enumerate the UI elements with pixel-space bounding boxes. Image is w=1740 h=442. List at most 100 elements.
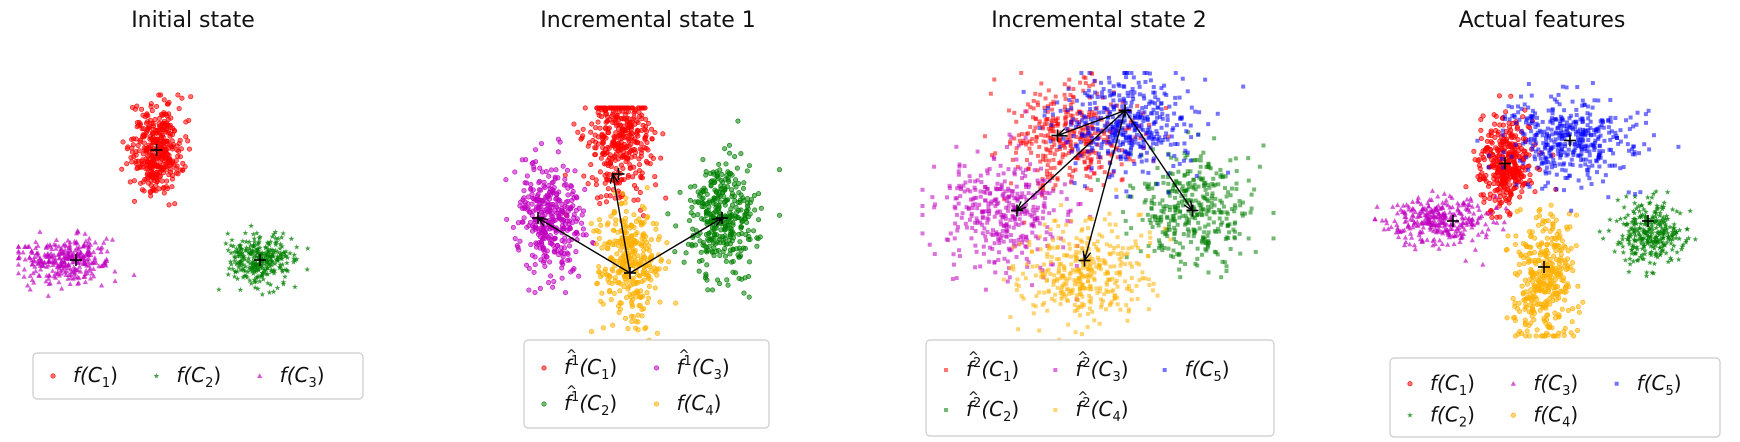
data-point xyxy=(529,201,535,207)
data-point xyxy=(990,228,995,233)
data-point xyxy=(1172,111,1177,116)
data-point xyxy=(239,246,245,252)
data-point xyxy=(564,212,570,218)
data-point xyxy=(270,267,277,274)
data-point xyxy=(1137,109,1142,114)
data-point xyxy=(1505,185,1511,191)
legend-label: f(C1) xyxy=(73,363,118,391)
data-point xyxy=(120,139,126,145)
data-point xyxy=(696,200,702,206)
data-point xyxy=(1212,249,1217,254)
data-point xyxy=(1016,143,1021,148)
data-point xyxy=(1046,88,1051,93)
data-point xyxy=(279,261,286,267)
data-point xyxy=(703,172,709,178)
data-point xyxy=(1011,225,1016,230)
data-point xyxy=(1090,126,1095,131)
panel-title: Actual features xyxy=(1459,8,1626,33)
data-point xyxy=(255,246,261,252)
data-point xyxy=(1092,100,1097,105)
data-point xyxy=(74,227,81,233)
data-point xyxy=(1038,269,1043,274)
data-point xyxy=(65,237,71,243)
data-point xyxy=(1016,283,1021,288)
legend-marker xyxy=(50,373,56,379)
data-point xyxy=(658,258,664,264)
data-point xyxy=(58,258,65,264)
data-point xyxy=(1048,136,1053,141)
data-point xyxy=(149,154,155,160)
data-point xyxy=(174,147,180,153)
data-point xyxy=(1224,216,1229,221)
data-point xyxy=(1020,191,1025,196)
data-point xyxy=(242,263,249,269)
data-point xyxy=(78,254,84,260)
data-point xyxy=(624,117,630,123)
data-point xyxy=(1224,264,1229,269)
data-point xyxy=(1669,246,1676,253)
data-point xyxy=(148,193,154,199)
data-point xyxy=(603,199,609,205)
panel-title: Initial state xyxy=(131,8,255,33)
data-point xyxy=(998,209,1003,214)
data-point xyxy=(1131,186,1136,191)
data-point xyxy=(589,121,595,127)
data-point xyxy=(571,195,577,201)
data-point xyxy=(964,225,969,230)
data-point xyxy=(1532,189,1538,195)
data-point xyxy=(247,242,254,248)
data-point xyxy=(159,178,165,184)
data-point xyxy=(1182,141,1187,146)
data-point xyxy=(521,188,527,194)
data-point xyxy=(61,254,67,260)
data-point xyxy=(1103,261,1108,266)
data-point xyxy=(542,236,548,242)
data-point xyxy=(1074,250,1079,255)
data-point xyxy=(35,243,41,248)
data-point xyxy=(1168,142,1173,147)
data-point xyxy=(967,174,972,179)
data-point xyxy=(63,272,69,278)
data-point xyxy=(267,249,273,255)
data-point xyxy=(157,159,163,165)
data-point xyxy=(144,176,150,182)
data-point xyxy=(228,242,234,248)
data-point xyxy=(746,273,752,279)
data-point xyxy=(1508,192,1514,198)
data-point xyxy=(538,141,544,147)
data-point xyxy=(613,166,619,172)
data-point xyxy=(604,118,610,124)
data-point xyxy=(57,262,63,268)
data-point xyxy=(956,201,961,206)
data-point xyxy=(1114,194,1119,199)
data-point xyxy=(1494,214,1500,220)
hat-accent: ^ xyxy=(1077,390,1088,405)
legend-label: f(C5) xyxy=(1185,357,1230,385)
data-point xyxy=(1067,172,1072,177)
data-point xyxy=(284,260,290,266)
data-point xyxy=(982,198,987,203)
data-point xyxy=(1101,87,1106,92)
data-point xyxy=(168,166,174,172)
data-point xyxy=(745,200,751,206)
data-point xyxy=(1159,209,1164,214)
data-point xyxy=(633,294,639,300)
data-point xyxy=(621,177,627,183)
data-point xyxy=(920,203,925,208)
data-point xyxy=(1136,141,1141,146)
data-point xyxy=(234,248,241,254)
data-point xyxy=(612,210,618,216)
data-point xyxy=(27,255,33,261)
data-point xyxy=(959,187,964,192)
data-point xyxy=(1045,117,1050,122)
data-point xyxy=(154,174,160,180)
data-point xyxy=(1083,91,1088,96)
data-point xyxy=(698,249,704,255)
data-point xyxy=(1054,278,1059,283)
data-point xyxy=(1146,187,1151,192)
data-point xyxy=(614,123,620,129)
data-point xyxy=(958,194,963,199)
data-point xyxy=(1132,113,1137,118)
data-point xyxy=(536,180,542,186)
data-point xyxy=(257,250,263,257)
